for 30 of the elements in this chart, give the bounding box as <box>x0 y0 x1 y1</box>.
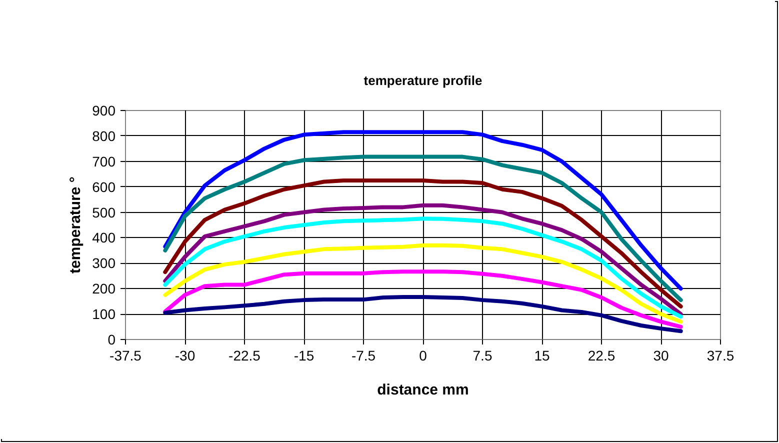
y-tick-label: 300 <box>92 255 116 272</box>
x-tick-label: 30 <box>653 348 669 364</box>
y-tick-label: 0 <box>108 332 116 348</box>
x-tick-label: -37.5 <box>110 348 142 364</box>
x-tick-label: -15 <box>294 348 314 364</box>
line-series <box>163 154 683 302</box>
line-series <box>163 295 683 334</box>
line-series <box>163 270 683 329</box>
line-series <box>163 130 683 291</box>
y-tick-label: 900 <box>92 102 116 118</box>
y-tick-label: 700 <box>92 153 116 170</box>
chart-title: temperature profile <box>364 73 482 88</box>
y-tick-label: 800 <box>92 128 116 144</box>
x-tick-label: -7.5 <box>351 348 376 364</box>
y-tick-label: 100 <box>92 306 116 322</box>
x-tick-label: 22.5 <box>588 348 616 364</box>
x-tick-label: 15 <box>534 348 550 364</box>
y-tick-label: 600 <box>92 178 116 195</box>
x-tick-label: 0 <box>419 348 428 364</box>
line-series <box>163 243 683 324</box>
x-tick-label: 7.5 <box>472 348 492 364</box>
y-tick-label: 500 <box>92 204 116 220</box>
line-series <box>163 178 683 308</box>
x-tick-label: -22.5 <box>228 348 261 364</box>
y-tick-label: 200 <box>92 280 116 297</box>
x-axis-title: distance mm <box>377 382 469 398</box>
y-axis-title: temperature ° <box>67 176 84 274</box>
x-tick-label: 37.5 <box>706 348 734 364</box>
y-tick-label: 400 <box>92 230 116 246</box>
x-tick-label: -30 <box>174 348 196 364</box>
